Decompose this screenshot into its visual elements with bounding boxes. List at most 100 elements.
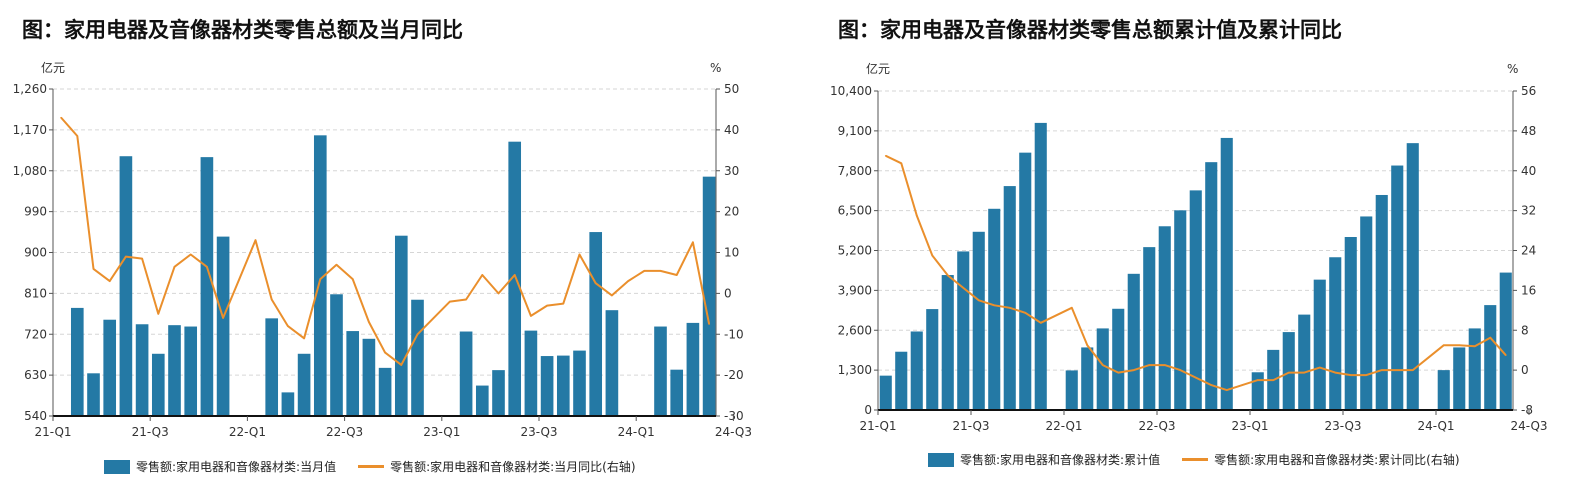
chart1-bar [70,307,84,416]
chart2-line-point [993,304,996,307]
chart2-x-tick-label: 23-Q1 [1231,419,1268,433]
chart2-y2-tick-label: 48 [1521,124,1536,138]
chart1-bar [313,135,327,416]
chart2-y2-unit: % [1507,62,1518,76]
chart1-x-tick-label: 23-Q3 [520,425,557,439]
chart2-line-point [1148,364,1151,366]
chart2-bar [1329,257,1342,410]
chart2-x-tick-label: 24-Q1 [1417,419,1454,433]
chart1-bar [411,299,424,416]
chart2-bar [1065,370,1078,410]
chart2-y2-tick-label: 24 [1521,244,1536,258]
chart2-bar [1220,137,1233,410]
chart2-line-point [1458,344,1461,347]
chart2-line-point [1210,384,1213,386]
chart2-y-tick-label: 0 [864,403,872,417]
chart2-line-point [931,254,934,257]
chart2-bar [1127,273,1140,410]
chart2-line-point [915,214,918,217]
chart2-y-tick-label: 9,100 [838,124,872,138]
chart2-bar [1391,165,1404,410]
chart2-bar [1081,347,1094,410]
chart1-line-point [692,241,694,244]
chart1-line-point [546,304,548,307]
chart1-y-tick-label: 540 [24,409,47,423]
chart2-bar [957,251,970,410]
legend-item-bar: 零售额:家用电器和音像器材类:累计值 [928,451,1160,468]
chart1-y-tick-label: 1,170 [13,123,47,137]
chart2-x-tick-label: 22-Q1 [1045,419,1082,433]
chart1-x-tick-label: 22-Q3 [326,425,363,439]
chart2-x-tick-label: 23-Q3 [1324,419,1361,433]
chart1-line-point [465,298,467,301]
chart1-line-point [400,364,403,366]
chart1-y-tick-label: 1,080 [13,164,47,178]
chart2-bar [910,331,923,410]
chart1-bar [654,326,667,416]
chart2-bar [1360,216,1373,410]
chart1-y-tick-label: 900 [24,246,47,260]
chart2-line-point [1086,344,1089,347]
chart1-bar [475,385,489,416]
chart1-line-point [335,263,338,266]
legend-label: 零售额:家用电器和音像器材类:累计值 [960,453,1161,467]
chart1-bar [394,235,408,416]
chart2-line-point [1504,354,1507,356]
chart1-bar [540,356,554,416]
chart1-y2-tick-label: 30 [724,164,739,178]
chart1-bar [589,232,603,416]
chart2-bar [1437,370,1450,410]
chart1-line-point [108,280,111,282]
chart1-line-point [481,274,484,276]
chart2-bar [941,275,954,410]
chart2-bar [1189,190,1202,410]
chart2-title: 图：家用电器及音像器材类零售总额累计值及累计同比 [838,18,1342,42]
chart2-y2-tick-label: 0 [1521,363,1529,377]
chart2-bar [1499,272,1512,410]
chart1-y2-tick-label: 20 [724,205,739,219]
chart2-bar [1282,332,1295,410]
chart1-y2-tick-label: 40 [724,123,739,137]
chart1-bar [670,369,684,416]
chart1-bar [184,326,198,416]
chart2-line-point [1194,376,1197,379]
chart2-line-point [1055,314,1058,317]
chart2-bar [1034,122,1047,411]
chart1-line-point [60,116,62,119]
chart1-bar [573,350,586,416]
chart2-line-point [1008,307,1011,309]
chart1-bar [492,370,505,416]
legend-label: 零售额:家用电器和音像器材类:累计同比(右轴) [1214,453,1460,467]
chart1-x-tick-label: 22-Q1 [229,425,266,439]
chart1-x-tick-label: 21-Q3 [132,425,169,439]
chart1-y-tick-label: 630 [24,368,47,382]
chart2-line-point [900,162,903,165]
chart2-bar [1406,143,1419,410]
chart2-line-point [1179,369,1182,371]
chart2-line-point [1039,321,1042,324]
chart1-y2-tick-label: 10 [724,246,739,260]
chart2-line-point [1163,364,1166,366]
chart1-line-point [578,253,581,256]
chart2-line-point [1380,369,1383,371]
chart1-y2-tick-label: -20 [724,368,744,382]
legend-swatch-line [358,465,385,468]
chart2-bar [926,309,939,410]
chart1-y2-tick-label: 50 [724,82,739,96]
chart1-title: 图：家用电器及音像器材类零售总额及当月同比 [22,18,463,42]
chart1-line-point [238,278,241,280]
chart1-bar [216,236,230,416]
chart2-y-tick-label: 10,400 [830,84,872,98]
chart2-line-point [977,299,980,302]
chart1-bar [151,353,165,416]
chart2-x-tick-label: 24-Q3 [1510,419,1547,433]
chart2-bar [1453,347,1466,410]
chart1-bar [702,176,716,416]
chart1-line-point [270,298,273,301]
chart2-y-tick-label: 6,500 [838,204,872,218]
chart1-line-point [222,317,224,319]
chart2-bar [1205,162,1218,410]
chart1-line-point [173,266,176,268]
chart1-bar [362,338,376,416]
